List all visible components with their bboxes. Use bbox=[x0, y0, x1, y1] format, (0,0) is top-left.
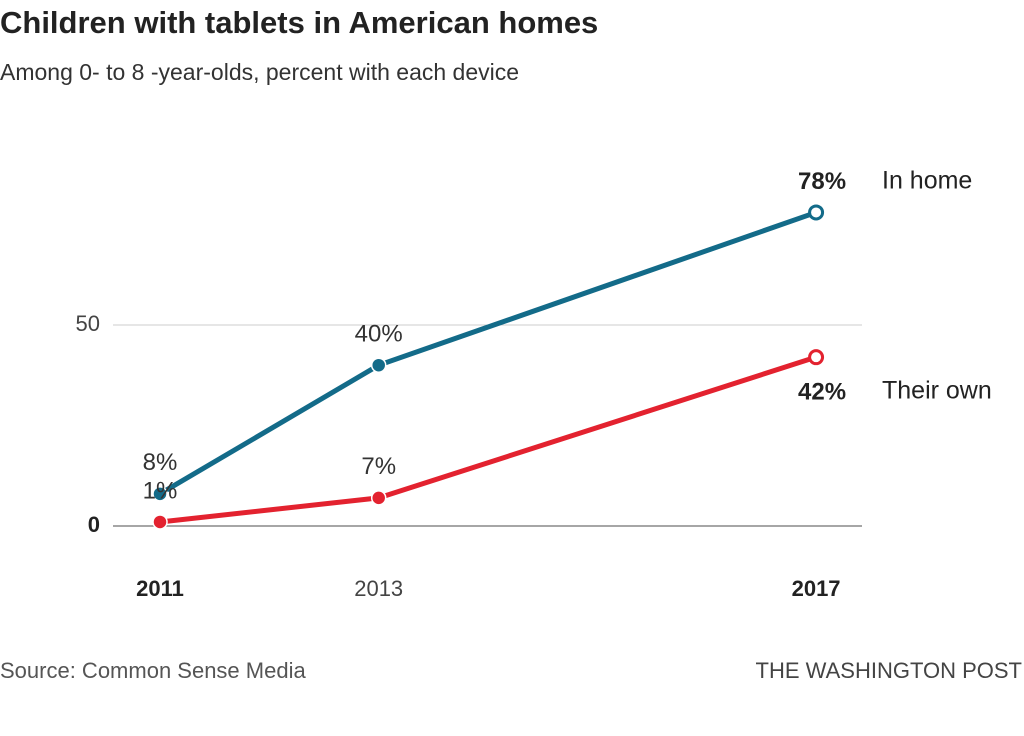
data-point bbox=[808, 204, 825, 221]
series-line bbox=[158, 210, 817, 496]
data-point bbox=[808, 349, 825, 366]
series-label: Their own bbox=[882, 377, 992, 405]
x-tick-label: 2017 bbox=[792, 576, 841, 601]
series-label: In home bbox=[882, 167, 972, 195]
value-label: 42% bbox=[798, 379, 846, 406]
x-tick-label: 2011 bbox=[136, 576, 184, 601]
chart-subtitle: Among 0- to 8 -year-olds, percent with e… bbox=[0, 59, 519, 85]
data-point bbox=[152, 514, 168, 530]
value-label: 7% bbox=[361, 453, 396, 480]
series-line bbox=[159, 354, 817, 525]
x-tick-label: 2013 bbox=[354, 576, 403, 601]
source: Source: Common Sense Media bbox=[0, 658, 306, 683]
data-point bbox=[370, 490, 387, 506]
data-point bbox=[370, 357, 387, 373]
chart-title: Children with tablets in American homes bbox=[0, 5, 598, 40]
y-tick-label: 50 bbox=[76, 311, 100, 336]
value-label: 40% bbox=[355, 321, 403, 348]
credit: THE WASHINGTON POST bbox=[756, 658, 1022, 683]
value-label: 1% bbox=[143, 477, 178, 504]
y-tick-label: 0 bbox=[88, 512, 100, 537]
data-point bbox=[152, 486, 168, 502]
value-label: 78% bbox=[798, 168, 846, 195]
value-label: 8% bbox=[143, 449, 178, 476]
